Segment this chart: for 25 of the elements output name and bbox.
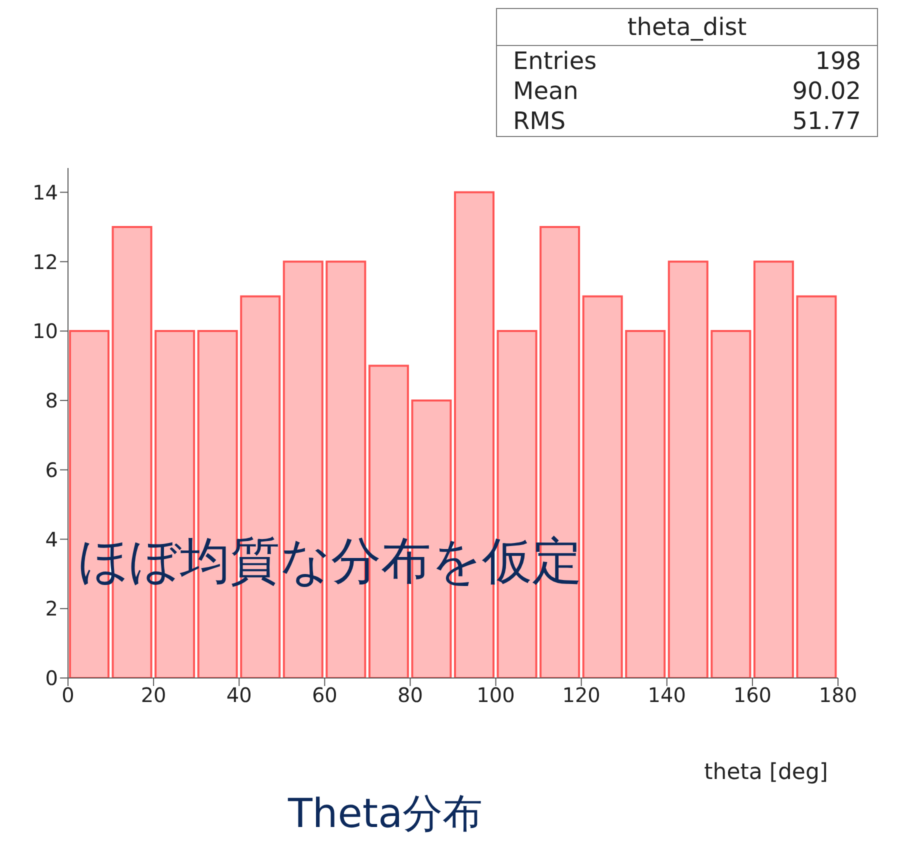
y-tick-label: 10 [32,319,58,344]
y-tick-label: 2 [45,596,58,621]
x-tick-label: 100 [476,683,515,708]
x-tick-label: 20 [140,683,166,708]
text: Mean 90.02 [513,77,861,105]
x-tick-label: 80 [397,683,423,708]
y-tick-label: 12 [32,250,58,274]
annotation: ほぼ均質な分布を仮定 [78,531,582,592]
text: Theta分布 [288,790,483,839]
y-tick-label: 6 [45,458,58,482]
y-tick-label: 0 [45,666,58,690]
x-axis-title: theta [deg] [704,760,828,785]
chart-title: theta_dist [497,9,877,46]
y-tick-label: 4 [45,527,58,552]
x-tick-label: 60 [312,683,338,708]
x-tick-label: 0 [62,683,74,708]
x-tick-label: 180 [818,683,858,708]
x-tick-label: 120 [562,683,600,708]
x-tick-label: 40 [226,683,252,708]
y-tick-label: 14 [32,180,58,204]
x-tick-label: 160 [733,683,772,708]
text: RMS 51.77 [513,107,861,135]
y-tick-label: 8 [45,388,58,413]
text: Entries 198 [513,47,861,75]
x-tick-label: 140 [648,683,686,708]
